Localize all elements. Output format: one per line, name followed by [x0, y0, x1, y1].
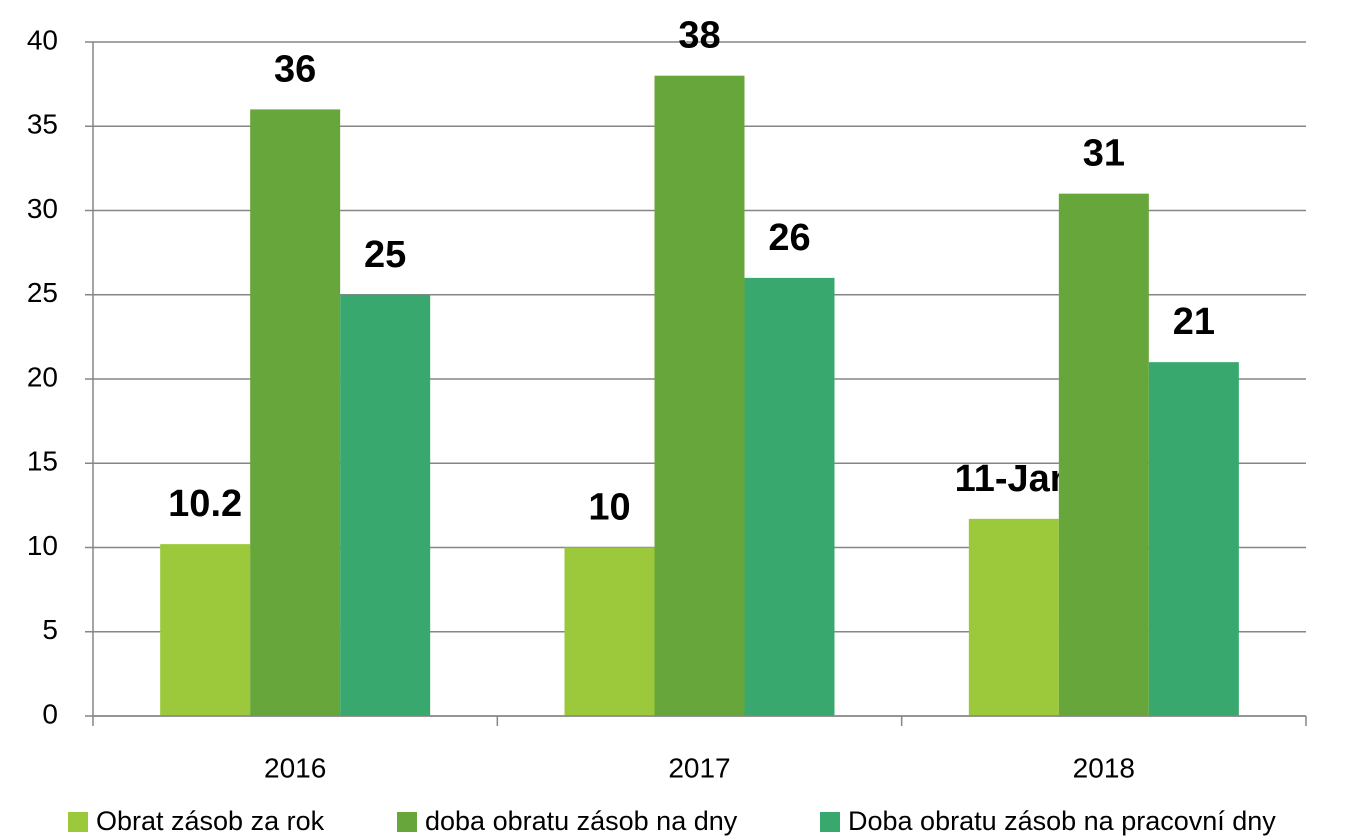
bar [654, 75, 745, 716]
x-tick-label: 2017 [668, 752, 730, 783]
y-tick-label: 5 [42, 614, 58, 645]
bar [1058, 193, 1149, 716]
data-label: 36 [274, 48, 316, 90]
data-label: 10.2 [168, 483, 242, 525]
y-tick-label: 10 [27, 530, 58, 561]
data-label: 25 [364, 234, 406, 276]
x-tick-label: 2018 [1073, 752, 1135, 783]
bar [250, 109, 341, 716]
bar [340, 294, 431, 716]
legend-swatch [820, 812, 840, 832]
y-tick-label: 0 [42, 698, 58, 729]
y-tick-label: 35 [27, 109, 58, 140]
data-label: 10 [588, 487, 630, 529]
y-tick-label: 25 [27, 277, 58, 308]
y-tick-label: 20 [27, 361, 58, 392]
y-tick-label: 15 [27, 446, 58, 477]
data-label: 21 [1173, 301, 1215, 343]
bar [968, 518, 1059, 716]
bar [564, 547, 655, 716]
y-tick-label: 40 [27, 24, 58, 55]
legend-swatch [397, 812, 417, 832]
bar [1148, 362, 1239, 716]
bar [160, 544, 251, 716]
data-label: 26 [768, 217, 810, 259]
y-tick-label: 30 [27, 193, 58, 224]
legend-label: Doba obratu zásob na pracovní dny [848, 806, 1276, 836]
data-label: 11-Jan [955, 458, 1073, 500]
data-label: 38 [678, 15, 720, 57]
legend-label: Obrat zásob za rok [96, 806, 325, 836]
legend-swatch [68, 812, 88, 832]
x-tick-label: 2016 [264, 752, 326, 783]
bar [744, 277, 835, 716]
legend-label: doba obratu zásob na dny [425, 806, 738, 836]
data-label: 31 [1083, 133, 1125, 175]
